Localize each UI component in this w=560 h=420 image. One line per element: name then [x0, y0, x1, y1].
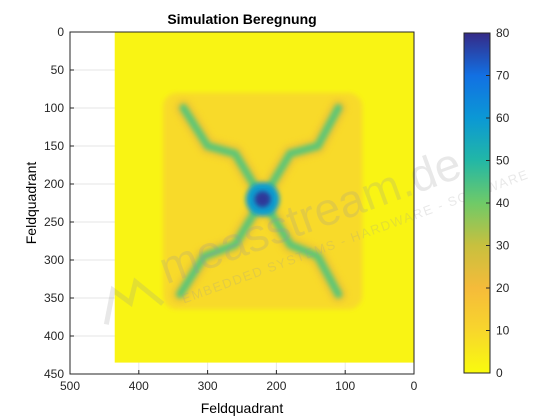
colorbar-tick-label: 80: [496, 26, 510, 40]
colorbar-tick-label: 70: [496, 69, 510, 83]
x-tick-label: 200: [266, 379, 286, 393]
y-axis: 0 50 100 150 200 250 300 350 400 450: [44, 25, 74, 381]
chart-title: Simulation Beregnung: [167, 11, 316, 27]
watermark-logo-icon: [103, 277, 165, 325]
heatmap-arm: [258, 104, 343, 204]
colorbar-tick-label: 40: [496, 196, 510, 210]
y-tick-label: 450: [44, 367, 64, 381]
x-tick-label: 0: [411, 379, 418, 393]
x-tick-label: 100: [335, 379, 355, 393]
y-axis-label: Feldquadrant: [23, 162, 39, 245]
colorbar-gradient: [463, 32, 491, 374]
colorbar-tick-label: 10: [496, 324, 510, 338]
y-tick-label: 350: [44, 291, 64, 305]
x-tick-label: 500: [60, 379, 80, 393]
x-axis-label: Feldquadrant: [201, 400, 284, 416]
y-tick-label: 150: [44, 139, 64, 153]
colorbar-tick-label: 0: [496, 366, 503, 380]
y-tick-label: 250: [44, 215, 64, 229]
heatmap-arm: [176, 195, 267, 299]
colorbar-tick-label: 60: [496, 111, 510, 125]
colorbar-tick-label: 20: [496, 281, 510, 295]
x-tick-label: 300: [198, 379, 218, 393]
y-tick-label: 400: [44, 329, 64, 343]
colorbar: 0 10 20 30 40 50 60 70 80: [463, 26, 510, 380]
heatmap-arm: [258, 195, 343, 299]
colorbar-tick-label: 30: [496, 239, 510, 253]
y-tick-label: 200: [44, 177, 64, 191]
heatmap-arm: [179, 104, 267, 204]
y-tick-label: 100: [44, 101, 64, 115]
x-tick-label: 400: [129, 379, 149, 393]
axes-box: [69, 31, 415, 375]
heatmap-peak: [254, 191, 271, 208]
heatmap: [114, 32, 414, 363]
y-tick-label: 0: [57, 25, 64, 39]
y-tick-label: 300: [44, 253, 64, 267]
x-axis: 500 400 300 200 100 0: [60, 370, 418, 393]
colorbar-tick-label: 50: [496, 154, 510, 168]
y-tick-label: 50: [51, 63, 65, 77]
